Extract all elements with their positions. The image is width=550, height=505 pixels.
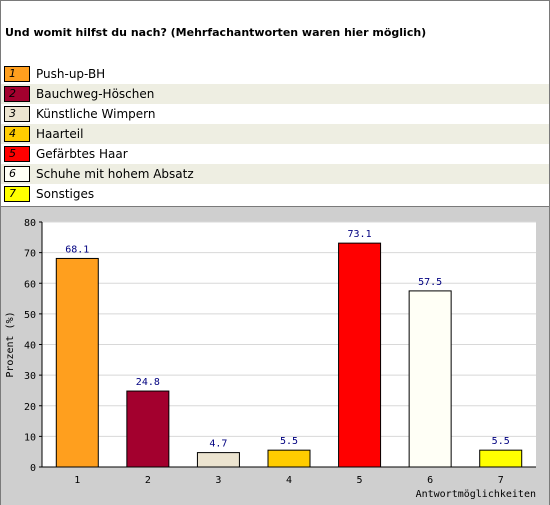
bar-value-label: 4.7 <box>209 439 227 450</box>
legend-swatch: 3 <box>4 106 30 122</box>
y-tick-label: 70 <box>24 249 36 260</box>
legend-label: Gefärbtes Haar <box>36 147 128 161</box>
x-axis-title: Antwortmöglichkeiten <box>416 489 536 500</box>
x-tick-label: 5 <box>357 475 363 486</box>
legend-swatch-number: 1 <box>9 67 16 80</box>
x-tick-label: 6 <box>427 475 433 486</box>
bar-value-label: 5.5 <box>280 436 298 447</box>
bar <box>126 390 170 468</box>
legend-swatch: 7 <box>4 186 30 202</box>
legend-row: 3 Künstliche Wimpern <box>1 104 549 124</box>
y-tick-label: 30 <box>24 371 36 382</box>
bar-value-label: 73.1 <box>348 229 372 240</box>
legend-swatch-number: 6 <box>9 167 16 180</box>
legend-swatch-number: 3 <box>9 107 16 120</box>
legend-swatch-number: 2 <box>9 87 16 100</box>
bar <box>338 242 382 468</box>
legend-label: Sonstiges <box>36 187 95 201</box>
bar <box>408 290 452 468</box>
bar-value-label: 5.5 <box>492 436 510 447</box>
x-tick-label: 1 <box>74 475 80 486</box>
x-tick-label: 7 <box>498 475 504 486</box>
legend-row: 4 Haarteil <box>1 124 549 144</box>
legend-swatch-number: 5 <box>9 147 16 160</box>
legend-label: Push-up-BH <box>36 67 106 81</box>
bar <box>267 449 311 468</box>
legend-swatch: 6 <box>4 166 30 182</box>
y-tick-label: 0 <box>30 463 36 474</box>
x-tick-label: 3 <box>215 475 221 486</box>
legend-row: 5 Gefärbtes Haar <box>1 144 549 164</box>
legend-swatch-number: 4 <box>9 127 16 140</box>
x-tick-label: 4 <box>286 475 292 486</box>
bar-chart-area: 0 10 20 30 40 50 60 70 80 68.1 1 24.8 2 4.7 3 5.5 4 73.1 5… <box>1 206 549 505</box>
bar-value-label: 57.5 <box>418 277 442 288</box>
legend-row: 6 Schuhe mit hohem Absatz <box>1 164 549 184</box>
answer-legend: 1 Push-up-BH 2 Bauchweg-Höschen 3 Künstl… <box>1 64 549 204</box>
legend-swatch: 5 <box>4 146 30 162</box>
question-title: Und womit hilfst du nach? (Mehrfachantwo… <box>5 26 427 39</box>
y-tick-label: 40 <box>24 341 36 352</box>
y-tick-label: 80 <box>24 218 36 229</box>
legend-swatch-number: 7 <box>9 187 16 200</box>
legend-row: 1 Push-up-BH <box>1 64 549 84</box>
y-axis-title: Prozent (%) <box>5 311 16 377</box>
x-tick-label: 2 <box>145 475 151 486</box>
legend-row: 2 Bauchweg-Höschen <box>1 84 549 104</box>
legend-row: 7 Sonstiges <box>1 184 549 204</box>
legend-swatch: 2 <box>4 86 30 102</box>
bar-value-label: 68.1 <box>65 244 89 255</box>
bar <box>196 452 240 468</box>
legend-label: Künstliche Wimpern <box>36 107 156 121</box>
bar-value-label: 24.8 <box>136 377 160 388</box>
y-tick-label: 20 <box>24 402 36 413</box>
bar <box>479 449 523 468</box>
legend-label: Bauchweg-Höschen <box>36 87 155 101</box>
legend-swatch: 4 <box>4 126 30 142</box>
legend-swatch: 1 <box>4 66 30 82</box>
bar <box>55 257 99 468</box>
y-tick-label: 10 <box>24 432 36 443</box>
y-tick-label: 60 <box>24 279 36 290</box>
bar-chart: 0 10 20 30 40 50 60 70 80 68.1 1 24.8 2 4.7 3 5.5 4 73.1 5… <box>5 218 536 500</box>
y-tick-label: 50 <box>24 310 36 321</box>
legend-label: Schuhe mit hohem Absatz <box>36 167 194 181</box>
legend-label: Haarteil <box>36 127 84 141</box>
